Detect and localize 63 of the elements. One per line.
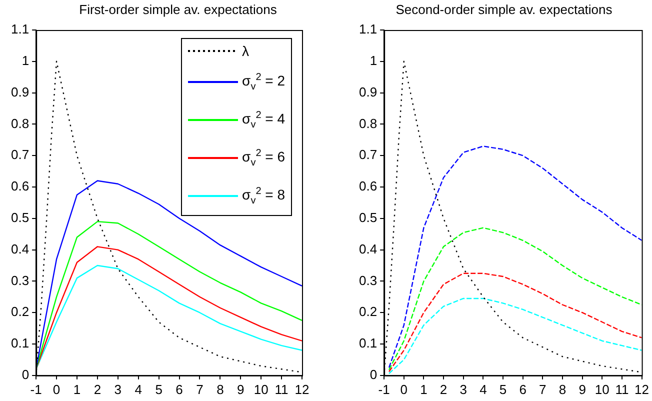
chart-title: First-order simple av. expectations (78, 2, 278, 17)
x-tick-label: 5 (499, 382, 507, 397)
y-tick-label: 0.3 (10, 272, 30, 288)
x-tick-label: 7 (196, 382, 204, 397)
x-tick-label: 6 (519, 382, 526, 397)
legend-label: σ$_{v}$$^{2}$ = 8 (242, 186, 285, 206)
line-series (388, 146, 642, 368)
x-tick-label: 11 (615, 382, 629, 397)
legend-label: λ (242, 43, 250, 59)
y-tick-label: 1 (22, 52, 30, 68)
y-tick-label: 0.4 (358, 241, 378, 256)
x-tick-label: 8 (558, 382, 566, 397)
y-tick-label: 0.1 (10, 336, 30, 351)
y-tick-label: 0.2 (358, 304, 378, 320)
x-tick-label: 3 (460, 382, 467, 397)
y-tick-label: 1 (370, 52, 378, 68)
y-tick-label: 1.1 (10, 22, 30, 37)
y-tick-label: 0.9 (10, 84, 30, 100)
x-tick-label: 12 (634, 382, 650, 397)
x-tick-label: 9 (578, 382, 586, 397)
y-tick-label: 0.5 (10, 210, 30, 225)
x-tick-label: 9 (237, 382, 244, 397)
x-tick-label: 7 (539, 382, 546, 397)
y-tick-label: 0.8 (10, 116, 30, 131)
x-tick-label: 10 (594, 382, 610, 397)
line-series (388, 272, 642, 372)
y-tick-label: 0 (22, 366, 30, 382)
x-tick-label: -1 (30, 382, 42, 397)
line-series (388, 227, 642, 370)
y-tick-label: 0.3 (358, 272, 378, 288)
x-tick-label: -1 (378, 382, 390, 397)
y-tick-label: 0.9 (358, 84, 378, 100)
y-tick-label: 0.7 (358, 147, 378, 162)
y-tick-label: 0.6 (10, 178, 30, 194)
x-tick-label: 4 (480, 382, 487, 397)
x-tick-label: 6 (176, 382, 183, 397)
x-tick-label: 2 (440, 382, 448, 397)
y-tick-label: 0.8 (358, 116, 378, 131)
x-tick-label: 10 (254, 382, 268, 397)
y-tick-label: 0.5 (358, 210, 378, 225)
chart-title: Second-order simple av. expectations (394, 2, 614, 17)
legend-label: σ$_{v}$$^{2}$ = 2 (242, 72, 285, 92)
legend-label: σ$_{v}$$^{2}$ = 6 (242, 148, 285, 168)
y-tick-label: 0 (370, 366, 378, 382)
x-tick-label: 5 (155, 382, 162, 397)
x-tick-label: 4 (134, 382, 142, 397)
x-tick-label: 8 (216, 382, 224, 397)
y-tick-label: 0.7 (10, 147, 30, 162)
y-tick-label: 0.4 (10, 241, 30, 256)
x-tick-label: 2 (94, 382, 102, 397)
x-tick-label: 3 (114, 382, 122, 397)
y-tick-label: 0.1 (358, 336, 378, 351)
x-tick-label: 1 (73, 382, 81, 397)
x-tick-label: 1 (420, 382, 428, 397)
x-tick-label: 12 (294, 382, 310, 397)
x-tick-label: 0 (400, 382, 408, 397)
legend-label: σ$_{v}$$^{2}$ = 4 (242, 110, 285, 130)
y-tick-label: 1.1 (358, 22, 378, 37)
x-tick-label: 11 (274, 382, 288, 397)
y-tick-label: 0.2 (10, 304, 30, 320)
line-series (388, 298, 642, 374)
x-tick-label: 0 (52, 382, 60, 397)
y-tick-label: 0.6 (358, 178, 378, 194)
